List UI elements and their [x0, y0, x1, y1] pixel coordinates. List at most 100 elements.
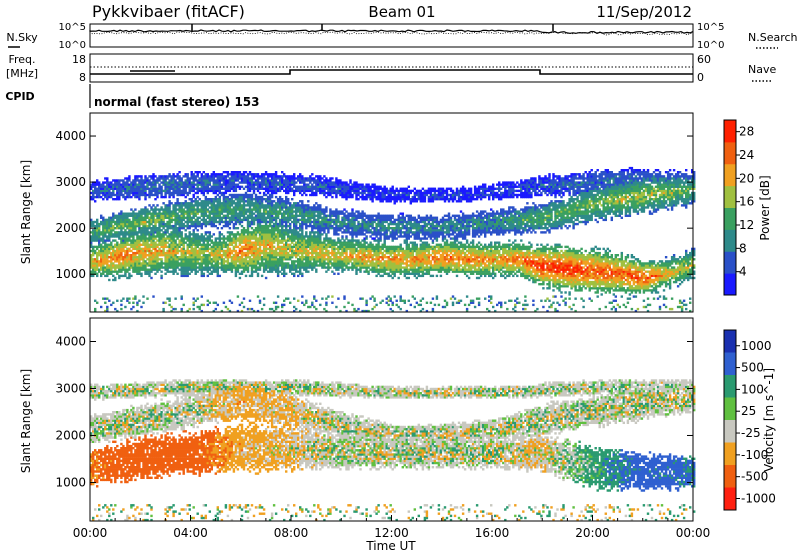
heatmap-cell	[198, 243, 201, 246]
heatmap-cell	[130, 220, 133, 224]
heatmap-cell	[132, 256, 135, 259]
heatmap-cell	[208, 272, 212, 275]
heatmap-cell	[144, 260, 147, 263]
heatmap-cell	[162, 214, 165, 217]
heatmap-cell	[168, 237, 171, 240]
heatmap-cell	[335, 243, 338, 246]
heatmap-cell	[122, 218, 125, 222]
heatmap-cell	[146, 233, 149, 236]
heatmap-cell	[126, 189, 129, 193]
heatmap-cell	[164, 183, 167, 186]
heatmap-cell	[128, 212, 131, 215]
heatmap-cell	[102, 189, 105, 193]
heatmap-cell	[200, 309, 204, 313]
heatmap-cell	[94, 229, 97, 232]
heatmap-cell	[158, 175, 161, 178]
heatmap-cell	[156, 212, 159, 215]
heatmap-cell	[226, 220, 230, 224]
heatmap-cell	[114, 307, 117, 311]
heatmap-cell	[196, 260, 199, 263]
heatmap-cell	[188, 237, 191, 240]
heatmap-cell	[130, 266, 133, 269]
heatmap-cell	[96, 258, 99, 261]
heatmap-cell	[246, 229, 250, 232]
heatmap-cell	[194, 222, 197, 226]
heatmap-cell	[299, 204, 302, 207]
heatmap-cell	[168, 206, 171, 209]
heatmap-cell	[92, 222, 95, 226]
heatmap-cell	[319, 208, 322, 211]
heatmap-cell	[96, 301, 99, 304]
heatmap-cell	[170, 309, 173, 313]
heatmap-cell	[106, 247, 109, 251]
heatmap-cell	[212, 179, 216, 182]
heatmap-cell	[238, 272, 242, 275]
heatmap-cell	[196, 208, 199, 211]
heatmap-cell	[204, 198, 208, 201]
heatmap-cell	[108, 224, 111, 228]
heatmap-cell	[162, 233, 165, 236]
heatmap-cell	[278, 204, 282, 207]
heatmap-cell	[132, 189, 135, 193]
heatmap-cell	[108, 233, 111, 236]
heatmap-cell	[198, 216, 201, 219]
heatmap-cell	[128, 195, 131, 199]
heatmap-cell	[136, 189, 139, 193]
heatmap-cell	[124, 239, 127, 242]
heatmap-cell	[337, 272, 340, 275]
heatmap-cell	[142, 295, 145, 298]
heatmap-cell	[112, 262, 115, 265]
heatmap-cell	[112, 198, 115, 201]
heatmap-cell	[188, 212, 191, 215]
heatmap-cell	[126, 179, 129, 182]
heatmap-cell	[172, 266, 175, 269]
heatmap-cell	[174, 243, 177, 246]
heatmap-cell	[182, 191, 185, 195]
heatmap-cell	[142, 239, 145, 242]
heatmap-cell	[144, 208, 147, 211]
heatmap-cell	[160, 258, 163, 261]
heatmap-cell	[194, 299, 197, 302]
heatmap-cell	[319, 185, 322, 188]
heatmap-cell	[220, 193, 224, 197]
heatmap-cell	[242, 305, 246, 309]
heatmap-cell	[162, 235, 165, 238]
heatmap-cell	[220, 237, 224, 240]
heatmap-cell	[184, 235, 187, 238]
heatmap-cell	[116, 218, 119, 222]
heatmap-cell	[120, 270, 123, 273]
heatmap-cell	[96, 183, 99, 186]
heatmap-cell	[142, 247, 145, 251]
heatmap-cell	[289, 218, 292, 222]
heatmap-cell	[234, 202, 238, 205]
heatmap-cell	[180, 264, 183, 267]
heatmap-cell	[212, 222, 216, 226]
heatmap-cell	[102, 258, 105, 261]
heatmap-cell	[230, 258, 234, 261]
heatmap-cell	[96, 239, 99, 242]
heatmap-cell	[238, 218, 242, 222]
heatmap-cell	[134, 193, 137, 197]
heatmap-cell	[106, 235, 109, 238]
heatmap-cell	[148, 231, 151, 234]
heatmap-cell	[309, 305, 312, 309]
heatmap-cell	[190, 198, 193, 201]
heatmap-cell	[162, 249, 165, 253]
heatmap-cell	[198, 177, 201, 180]
heatmap-cell	[126, 299, 129, 302]
heatmap-cell	[128, 179, 131, 182]
heatmap-cell	[148, 181, 151, 184]
heatmap-cell	[170, 193, 173, 197]
heatmap-cell	[180, 249, 183, 253]
heatmap-cell	[166, 235, 169, 238]
heatmap-cell	[176, 216, 179, 219]
heatmap-cell	[96, 220, 99, 224]
heatmap-cell	[158, 247, 161, 251]
heatmap-cell	[176, 222, 179, 226]
nsearch-trace	[89, 31, 694, 36]
heatmap-cell	[168, 183, 171, 186]
heatmap-cell	[112, 224, 115, 228]
heatmap-cell	[142, 179, 145, 182]
heatmap-cell	[347, 229, 350, 232]
heatmap-cell	[176, 231, 179, 234]
